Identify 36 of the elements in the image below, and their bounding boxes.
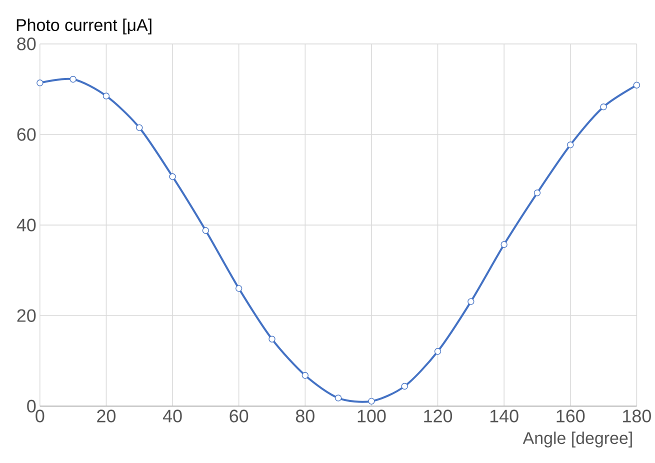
- point: [368, 398, 375, 405]
- x-tick-label: 140: [490, 410, 518, 422]
- point: [302, 372, 308, 379]
- point: [567, 142, 574, 148]
- y-tick-label: 0: [27, 400, 36, 413]
- y-tick-label: 40: [16, 218, 36, 232]
- y-tick-label: 80: [17, 38, 36, 50]
- point: [500, 241, 508, 248]
- y-tick-label: 60: [17, 128, 36, 141]
- x-tick-label: 40: [162, 410, 182, 422]
- x-tick-label: 20: [97, 410, 116, 422]
- y-axis-title: Photo current [μA]: [16, 18, 152, 34]
- x-tick-label: 180: [623, 410, 651, 422]
- x-tick-label: 0: [36, 410, 44, 422]
- x-tick-label: 80: [296, 410, 314, 422]
- point: [268, 336, 276, 342]
- x-tick-label: 60: [230, 410, 248, 422]
- point: [36, 80, 44, 86]
- x-tick-label: 100: [358, 410, 386, 422]
- point: [169, 173, 176, 180]
- x-tick-label: 160: [556, 410, 585, 422]
- point: [102, 92, 110, 100]
- x-tick-label: 120: [424, 410, 452, 422]
- y-tick-label: 20: [17, 309, 36, 322]
- point: [434, 348, 442, 355]
- point: [202, 227, 210, 234]
- point: [401, 382, 408, 390]
- point: [70, 76, 76, 83]
- point: [600, 104, 607, 110]
- point: [236, 285, 242, 292]
- point: [633, 82, 640, 88]
- point: [334, 394, 342, 402]
- point: [136, 124, 143, 132]
- x-axis-title: Angle [degree]: [522, 432, 632, 448]
- point: [468, 298, 474, 305]
- point: [534, 190, 541, 196]
